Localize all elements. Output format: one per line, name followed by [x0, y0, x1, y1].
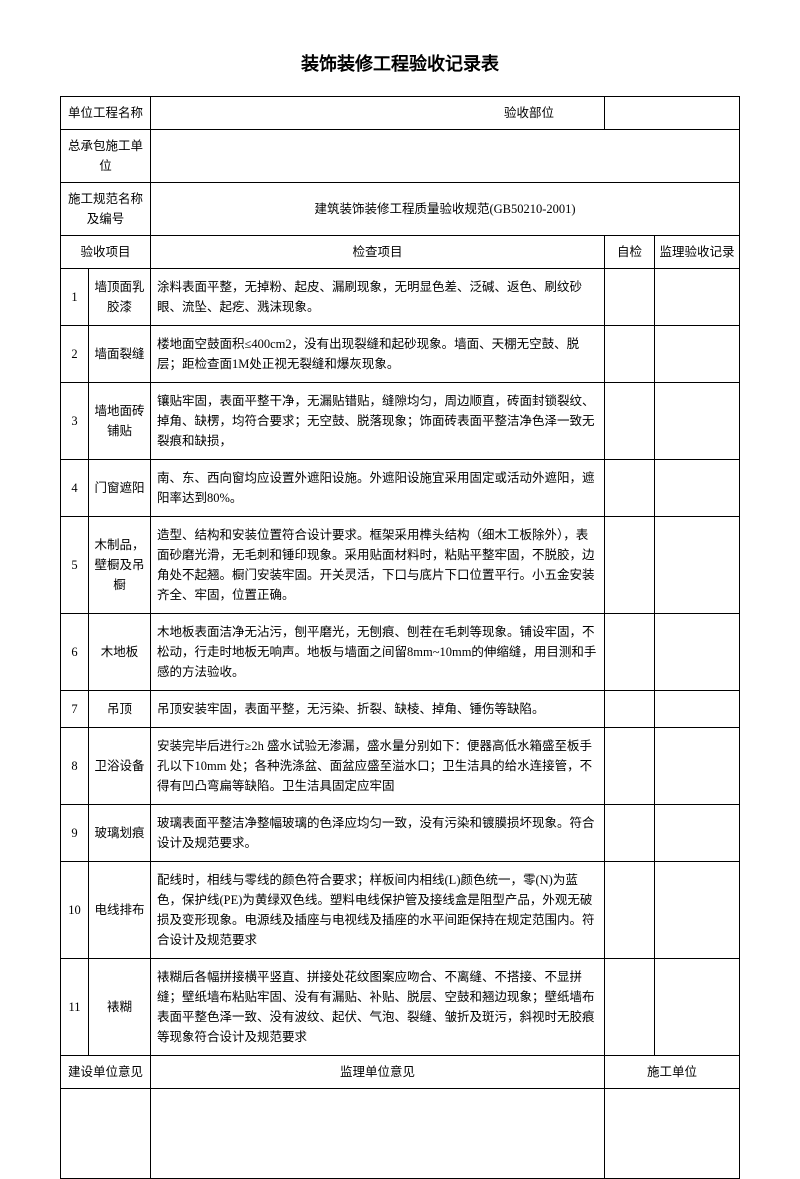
row-item: 墙面裂缝 [89, 326, 151, 383]
contractor-value [151, 130, 740, 183]
table-row: 7吊顶吊顶安装牢固，表面平整，无污染、折裂、缺棱、掉角、锤伤等缺陷。 [61, 691, 740, 728]
supervisor-opinion-label: 监理单位意见 [151, 1056, 605, 1089]
row-desc: 南、东、西向窗均应设置外遮阳设施。外遮阳设施宜采用固定或活动外遮阳，遮阳率达到8… [151, 460, 605, 517]
row-number: 2 [61, 326, 89, 383]
row-item: 电线排布 [89, 862, 151, 959]
row-supervisor [655, 269, 740, 326]
row-number: 5 [61, 517, 89, 614]
row-self-check [605, 517, 655, 614]
row-desc: 玻璃表面平整洁净整幅玻璃的色泽应均匀一致，没有污染和镀膜损坏现象。符合设计及规范… [151, 805, 605, 862]
row-number: 8 [61, 728, 89, 805]
row-item: 门窗遮阳 [89, 460, 151, 517]
row-supervisor [655, 460, 740, 517]
row-number: 10 [61, 862, 89, 959]
row-self-check [605, 614, 655, 691]
row-desc: 涂料表面平整，无掉粉、起皮、漏刷现象，无明显色差、泛碱、返色、刷纹砂眼、流坠、起… [151, 269, 605, 326]
col-accept-item: 验收项目 [61, 236, 151, 269]
col-check-item: 检查项目 [151, 236, 605, 269]
unit-project-label: 单位工程名称 [61, 97, 151, 130]
row-number: 6 [61, 614, 89, 691]
table-row: 1墙顶面乳胶漆涂料表面平整，无掉粉、起皮、漏刷现象，无明显色差、泛碱、返色、刷纹… [61, 269, 740, 326]
footer-value-row [61, 1089, 740, 1179]
row-item: 墙顶面乳胶漆 [89, 269, 151, 326]
accept-part-value [605, 97, 740, 130]
table-row: 10电线排布配线时，相线与零线的颜色符合要求；样板间内相线(L)颜色统一，零(N… [61, 862, 740, 959]
row-self-check [605, 959, 655, 1056]
col-supervisor-record: 监理验收记录 [655, 236, 740, 269]
row-number: 3 [61, 383, 89, 460]
header-row-1: 单位工程名称 验收部位 [61, 97, 740, 130]
row-self-check [605, 691, 655, 728]
row-self-check [605, 460, 655, 517]
col-self-check: 自检 [605, 236, 655, 269]
row-desc: 安装完毕后进行≥2h 盛水试验无渗漏，盛水量分别如下：便器高低水箱盛至板手孔以下… [151, 728, 605, 805]
row-number: 9 [61, 805, 89, 862]
row-number: 1 [61, 269, 89, 326]
row-self-check [605, 862, 655, 959]
row-item: 墙地面砖铺贴 [89, 383, 151, 460]
row-supervisor [655, 728, 740, 805]
table-row: 4门窗遮阳南、东、西向窗均应设置外遮阳设施。外遮阳设施宜采用固定或活动外遮阳，遮… [61, 460, 740, 517]
row-item: 裱糊 [89, 959, 151, 1056]
row-item: 木地板 [89, 614, 151, 691]
row-supervisor [655, 517, 740, 614]
row-self-check [605, 269, 655, 326]
table-row: 6木地板木地板表面洁净无沾污，刨平磨光，无刨痕、刨茬在毛刺等现象。铺设牢固，不松… [61, 614, 740, 691]
row-desc: 木地板表面洁净无沾污，刨平磨光，无刨痕、刨茬在毛刺等现象。铺设牢固，不松动，行走… [151, 614, 605, 691]
row-number: 11 [61, 959, 89, 1056]
row-desc: 造型、结构和安装位置符合设计要求。框架采用榫头结构（细木工板除外），表面砂磨光滑… [151, 517, 605, 614]
row-desc: 配线时，相线与零线的颜色符合要求；样板间内相线(L)颜色统一，零(N)为蓝色，保… [151, 862, 605, 959]
row-number: 4 [61, 460, 89, 517]
row-desc: 楼地面空鼓面积≤400cm2，没有出现裂缝和起砂现象。墙面、天棚无空鼓、脱层；距… [151, 326, 605, 383]
constructor-label: 施工单位 [605, 1056, 740, 1089]
constructor-value [605, 1089, 740, 1179]
table-row: 9玻璃划痕玻璃表面平整洁净整幅玻璃的色泽应均匀一致，没有污染和镀膜损坏现象。符合… [61, 805, 740, 862]
row-supervisor [655, 805, 740, 862]
table-row: 5木制品，壁橱及吊橱造型、结构和安装位置符合设计要求。框架采用榫头结构（细木工板… [61, 517, 740, 614]
column-header-row: 验收项目 检查项目 自检 监理验收记录 [61, 236, 740, 269]
table-row: 2墙面裂缝楼地面空鼓面积≤400cm2，没有出现裂缝和起砂现象。墙面、天棚无空鼓… [61, 326, 740, 383]
row-number: 7 [61, 691, 89, 728]
footer-label-row: 建设单位意见 监理单位意见 施工单位 [61, 1056, 740, 1089]
row-item: 吊顶 [89, 691, 151, 728]
row-supervisor [655, 691, 740, 728]
row-supervisor [655, 959, 740, 1056]
row-item: 卫浴设备 [89, 728, 151, 805]
row-desc: 吊顶安装牢固，表面平整，无污染、折裂、缺棱、掉角、锤伤等缺陷。 [151, 691, 605, 728]
contractor-label: 总承包施工单位 [61, 130, 151, 183]
inspection-table: 单位工程名称 验收部位 总承包施工单位 施工规范名称及编号 建筑装饰装修工程质量… [60, 96, 740, 1179]
table-row: 3墙地面砖铺贴镶贴牢固，表面平整干净，无漏贴错贴，缝隙均匀，周边顺直，砖面封锁裂… [61, 383, 740, 460]
builder-opinion-value [61, 1089, 151, 1179]
row-self-check [605, 383, 655, 460]
row-item: 玻璃划痕 [89, 805, 151, 862]
row-desc: 裱糊后各幅拼接横平竖直、拼接处花纹图案应吻合、不离缝、不搭接、不显拼缝；壁纸墙布… [151, 959, 605, 1056]
row-self-check [605, 728, 655, 805]
table-row: 8卫浴设备安装完毕后进行≥2h 盛水试验无渗漏，盛水量分别如下：便器高低水箱盛至… [61, 728, 740, 805]
row-supervisor [655, 383, 740, 460]
table-row: 11裱糊裱糊后各幅拼接横平竖直、拼接处花纹图案应吻合、不离缝、不搭接、不显拼缝；… [61, 959, 740, 1056]
row-supervisor [655, 326, 740, 383]
unit-project-value: 验收部位 [151, 97, 605, 130]
row-supervisor [655, 862, 740, 959]
spec-value: 建筑装饰装修工程质量验收规范(GB50210-2001) [151, 183, 740, 236]
row-self-check [605, 805, 655, 862]
row-desc: 镶贴牢固，表面平整干净，无漏贴错贴，缝隙均匀，周边顺直，砖面封锁裂纹、掉角、缺楞… [151, 383, 605, 460]
row-item: 木制品，壁橱及吊橱 [89, 517, 151, 614]
builder-opinion-label: 建设单位意见 [61, 1056, 151, 1089]
supervisor-opinion-value [151, 1089, 605, 1179]
spec-label: 施工规范名称及编号 [61, 183, 151, 236]
header-row-2: 总承包施工单位 [61, 130, 740, 183]
row-supervisor [655, 614, 740, 691]
header-row-3: 施工规范名称及编号 建筑装饰装修工程质量验收规范(GB50210-2001) [61, 183, 740, 236]
row-self-check [605, 326, 655, 383]
document-title: 装饰装修工程验收记录表 [60, 50, 740, 76]
